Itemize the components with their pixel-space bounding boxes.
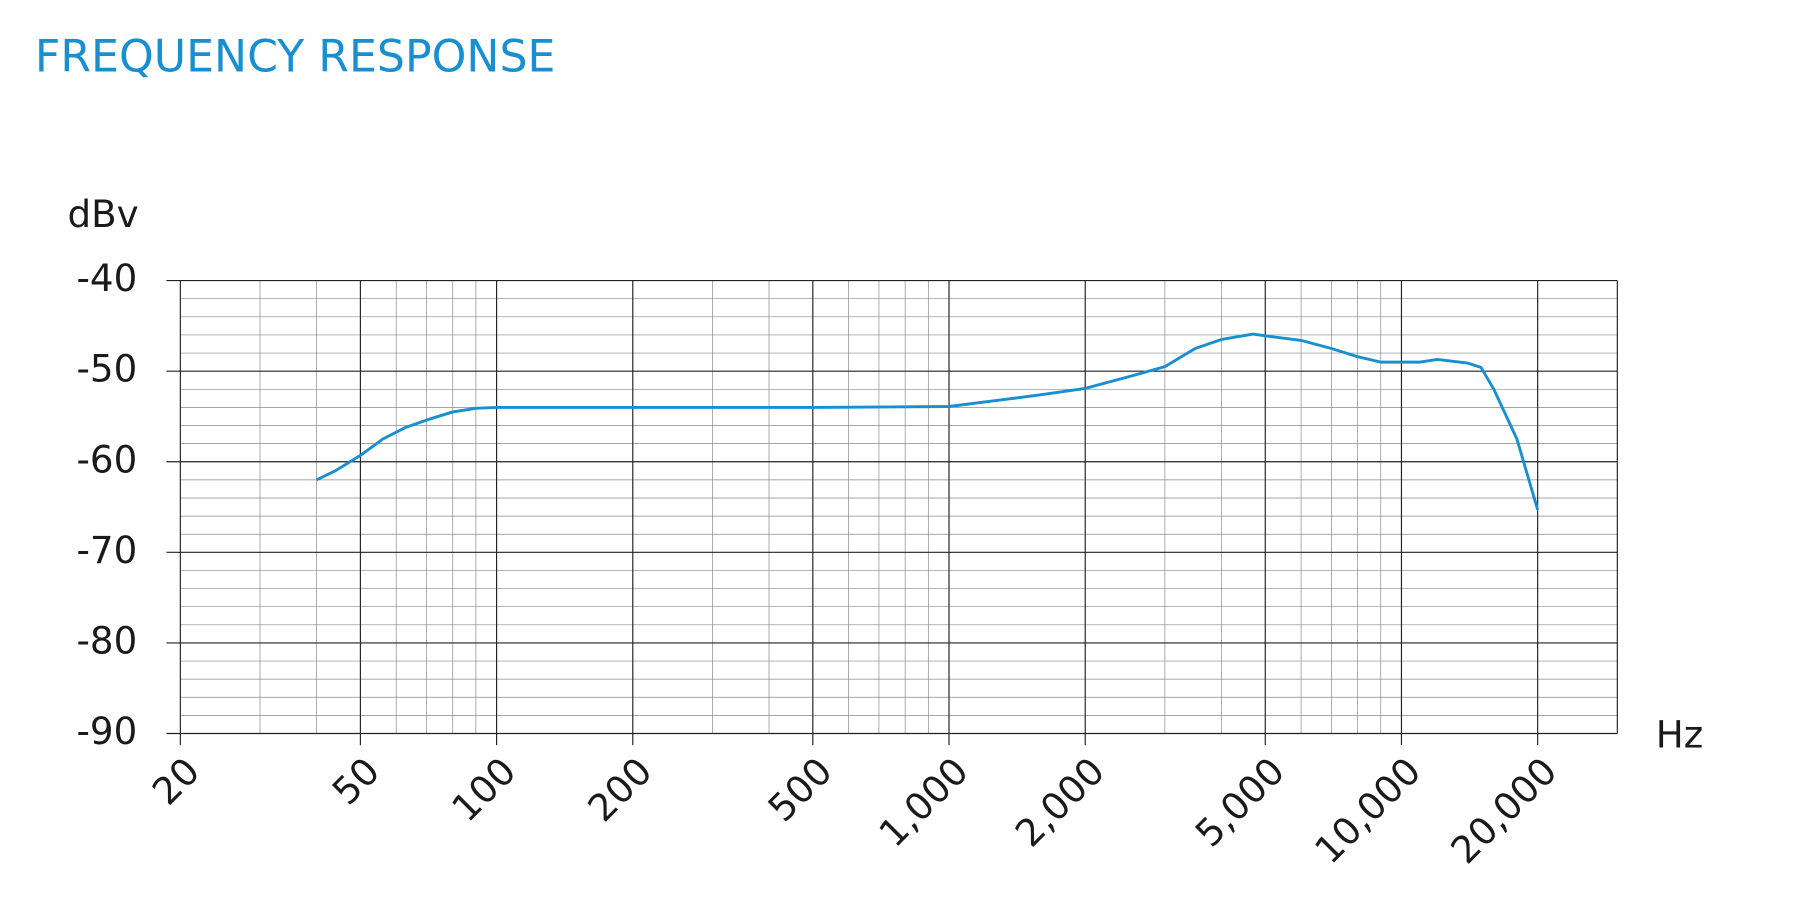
- y-tick-label: -40: [76, 256, 137, 300]
- x-tick-label: 20: [143, 749, 208, 814]
- x-axis-label: Hz: [1656, 712, 1704, 756]
- x-tick-label: 100: [443, 749, 524, 830]
- x-tick-label: 10,000: [1306, 749, 1429, 872]
- y-tick-label: -60: [76, 437, 137, 481]
- x-tick-label: 1,000: [870, 749, 976, 856]
- y-axis-label: dBv: [67, 192, 138, 236]
- x-tick-label: 50: [324, 749, 389, 814]
- y-tick-label: -90: [76, 709, 137, 753]
- x-tick-label: 20,000: [1442, 749, 1565, 872]
- y-tick-label: -50: [76, 347, 137, 391]
- x-tick-label: 500: [759, 749, 840, 830]
- chart-title: FREQUENCY RESPONSE: [35, 31, 556, 82]
- x-tick-label: 5,000: [1187, 749, 1293, 856]
- x-tick-label: 2,000: [1007, 749, 1113, 856]
- x-tick-label: 200: [579, 749, 660, 830]
- y-tick-label: -80: [76, 618, 137, 662]
- y-tick-label: -70: [76, 528, 137, 572]
- line-series: [315, 332, 1540, 511]
